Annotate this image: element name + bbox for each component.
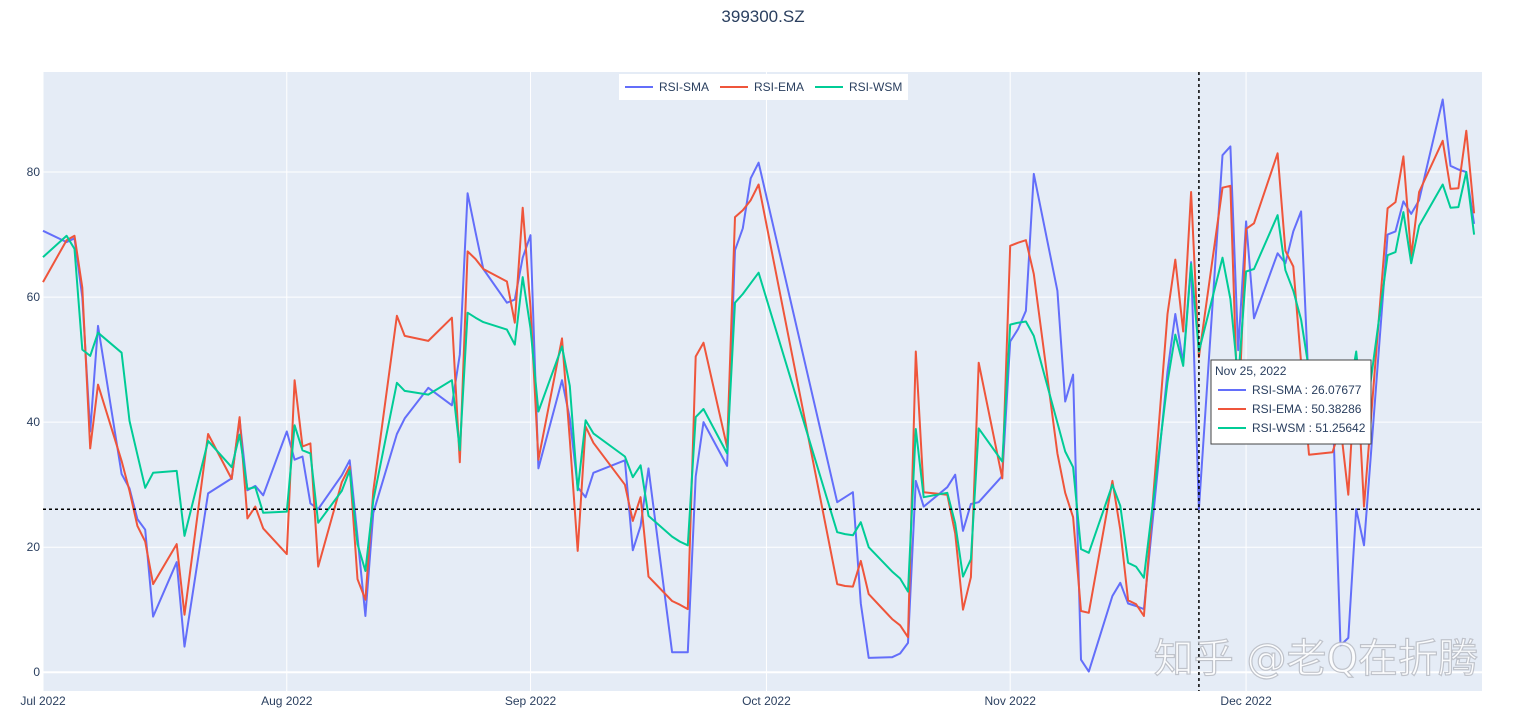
y-tick-labels: 0 20 40 60 80 [27, 165, 41, 679]
hover-entry-rsi-sma: RSI-SMA : 26.07677 [1218, 383, 1362, 397]
svg-text:知乎 @老Q在折腾: 知乎 @老Q在折腾 [1154, 636, 1478, 682]
hover-value-rsi-wsm: 51.25642 [1315, 421, 1365, 435]
x-tick-5: Dec 2022 [1220, 694, 1272, 708]
series-line-rsi-ema[interactable] [42, 129, 1476, 639]
hover-name-rsi-ema: RSI-EMA [1252, 402, 1302, 416]
svg-text:RSI-WSM : 51.25642: RSI-WSM : 51.25642 [1252, 421, 1366, 435]
hover-entry-rsi-wsm: RSI-WSM : 51.25642 [1218, 421, 1366, 435]
y-tick-20: 20 [27, 540, 41, 554]
hover-tooltip: Nov 25, 2022 RSI-SMA : 26.07677 RSI-EMA … [1210, 359, 1372, 445]
hover-value-rsi-ema: 50.38286 [1311, 402, 1361, 416]
hover-entry-rsi-ema: RSI-EMA : 50.38286 [1218, 402, 1362, 416]
x-tick-labels: Jul 2022 Aug 2022 Sep 2022 Oct 2022 Nov 2022… [20, 694, 1272, 708]
legend-item-rsi-ema[interactable]: RSI-EMA [720, 80, 804, 94]
y-tick-0: 0 [33, 665, 40, 679]
legend-label-rsi-ema: RSI-EMA [754, 80, 804, 94]
hover-date: Nov 25, 2022 [1215, 364, 1287, 378]
series-line-rsi-sma[interactable] [42, 98, 1476, 673]
svg-text:RSI-EMA : 50.38286: RSI-EMA : 50.38286 [1252, 402, 1362, 416]
hover-name-rsi-wsm: RSI-WSM [1252, 421, 1305, 435]
legend-item-rsi-wsm[interactable]: RSI-WSM [815, 80, 902, 94]
hover-tooltip-box [1210, 359, 1372, 445]
x-tick-4: Nov 2022 [985, 694, 1037, 708]
y-tick-60: 60 [27, 290, 41, 304]
y-tick-80: 80 [27, 165, 41, 179]
chart-title: 399300.SZ [721, 7, 804, 26]
series-line-rsi-wsm[interactable] [42, 171, 1476, 593]
x-tick-3: Oct 2022 [742, 694, 791, 708]
svg-text:RSI-SMA : 26.07677: RSI-SMA : 26.07677 [1252, 383, 1362, 397]
hover-name-rsi-sma: RSI-SMA [1252, 383, 1302, 397]
hover-spikelines [43, 72, 1482, 691]
x-tick-0: Jul 2022 [20, 694, 66, 708]
hover-value-rsi-sma: 26.07677 [1311, 383, 1361, 397]
legend-item-rsi-sma[interactable]: RSI-SMA [625, 80, 709, 94]
legend-label-rsi-wsm: RSI-WSM [849, 80, 902, 94]
x-tick-2: Sep 2022 [505, 694, 557, 708]
legend[interactable]: RSI-SMA RSI-EMA RSI-WSM [619, 74, 908, 100]
y-tick-40: 40 [27, 415, 41, 429]
x-tick-1: Aug 2022 [261, 694, 313, 708]
y-gridlines [43, 171, 1482, 674]
watermark: 知乎 @老Q在折腾 [1153, 635, 1478, 682]
series-lines [42, 98, 1476, 673]
legend-label-rsi-sma: RSI-SMA [659, 80, 709, 94]
legend-background [619, 74, 908, 100]
